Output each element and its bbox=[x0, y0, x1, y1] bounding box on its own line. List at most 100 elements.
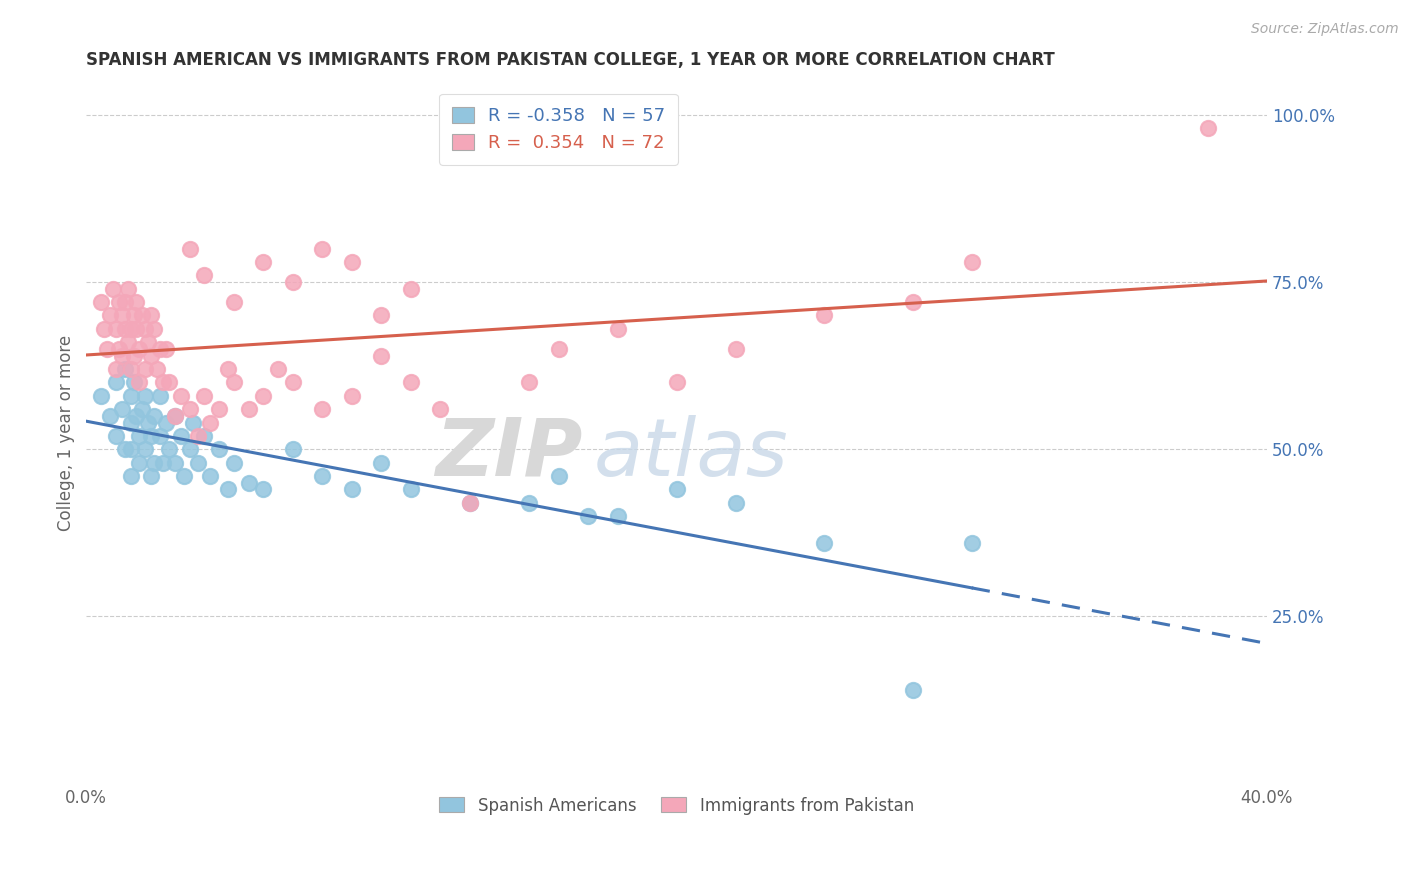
Point bbox=[131, 402, 153, 417]
Point bbox=[98, 309, 121, 323]
Point bbox=[724, 496, 747, 510]
Point bbox=[90, 295, 112, 310]
Point bbox=[90, 389, 112, 403]
Point bbox=[311, 469, 333, 483]
Point bbox=[143, 456, 166, 470]
Point bbox=[187, 429, 209, 443]
Point bbox=[576, 509, 599, 524]
Point bbox=[606, 322, 628, 336]
Legend: Spanish Americans, Immigrants from Pakistan: Spanish Americans, Immigrants from Pakis… bbox=[429, 787, 924, 824]
Point bbox=[111, 349, 134, 363]
Text: Source: ZipAtlas.com: Source: ZipAtlas.com bbox=[1251, 22, 1399, 37]
Point bbox=[125, 295, 148, 310]
Point bbox=[128, 456, 150, 470]
Point bbox=[340, 255, 363, 269]
Point bbox=[122, 349, 145, 363]
Point bbox=[114, 442, 136, 457]
Point bbox=[141, 469, 163, 483]
Point bbox=[960, 536, 983, 550]
Point bbox=[340, 483, 363, 497]
Point bbox=[340, 389, 363, 403]
Point bbox=[122, 376, 145, 390]
Point bbox=[152, 456, 174, 470]
Point bbox=[238, 402, 260, 417]
Point bbox=[146, 362, 169, 376]
Point bbox=[114, 362, 136, 376]
Y-axis label: College, 1 year or more: College, 1 year or more bbox=[58, 334, 75, 531]
Point bbox=[208, 402, 231, 417]
Point bbox=[665, 376, 688, 390]
Point bbox=[136, 335, 159, 350]
Point bbox=[120, 322, 142, 336]
Point bbox=[152, 376, 174, 390]
Point bbox=[163, 456, 186, 470]
Point bbox=[179, 242, 201, 256]
Point bbox=[217, 483, 239, 497]
Point bbox=[141, 349, 163, 363]
Point bbox=[128, 376, 150, 390]
Point bbox=[136, 416, 159, 430]
Point bbox=[120, 469, 142, 483]
Point bbox=[193, 429, 215, 443]
Point bbox=[517, 496, 540, 510]
Point bbox=[252, 255, 274, 269]
Point bbox=[813, 536, 835, 550]
Point bbox=[170, 429, 193, 443]
Point bbox=[120, 416, 142, 430]
Point bbox=[547, 342, 569, 356]
Point bbox=[179, 402, 201, 417]
Point bbox=[170, 389, 193, 403]
Point bbox=[179, 442, 201, 457]
Point bbox=[149, 342, 172, 356]
Point bbox=[606, 509, 628, 524]
Point bbox=[813, 309, 835, 323]
Point bbox=[93, 322, 115, 336]
Point bbox=[98, 409, 121, 423]
Point bbox=[125, 409, 148, 423]
Point bbox=[200, 469, 222, 483]
Point bbox=[547, 469, 569, 483]
Point bbox=[399, 483, 422, 497]
Point bbox=[104, 362, 127, 376]
Point bbox=[117, 335, 139, 350]
Point bbox=[217, 362, 239, 376]
Point bbox=[114, 322, 136, 336]
Point bbox=[111, 309, 134, 323]
Point bbox=[399, 282, 422, 296]
Point bbox=[181, 416, 204, 430]
Point bbox=[155, 342, 177, 356]
Point bbox=[960, 255, 983, 269]
Point bbox=[141, 429, 163, 443]
Point bbox=[370, 309, 392, 323]
Point bbox=[128, 429, 150, 443]
Point bbox=[96, 342, 118, 356]
Point bbox=[101, 282, 124, 296]
Point bbox=[281, 376, 304, 390]
Point bbox=[222, 456, 245, 470]
Point bbox=[399, 376, 422, 390]
Point bbox=[134, 389, 156, 403]
Point bbox=[238, 475, 260, 490]
Text: SPANISH AMERICAN VS IMMIGRANTS FROM PAKISTAN COLLEGE, 1 YEAR OR MORE CORRELATION: SPANISH AMERICAN VS IMMIGRANTS FROM PAKI… bbox=[86, 51, 1054, 69]
Point bbox=[901, 683, 924, 698]
Point bbox=[120, 362, 142, 376]
Point bbox=[134, 442, 156, 457]
Point bbox=[222, 295, 245, 310]
Point bbox=[311, 242, 333, 256]
Point bbox=[281, 275, 304, 289]
Point bbox=[143, 322, 166, 336]
Point bbox=[370, 456, 392, 470]
Point bbox=[187, 456, 209, 470]
Point bbox=[193, 389, 215, 403]
Point bbox=[117, 282, 139, 296]
Point bbox=[370, 349, 392, 363]
Point bbox=[134, 322, 156, 336]
Point bbox=[131, 309, 153, 323]
Point bbox=[107, 295, 129, 310]
Point bbox=[134, 362, 156, 376]
Point bbox=[517, 376, 540, 390]
Point bbox=[281, 442, 304, 457]
Point bbox=[1197, 121, 1219, 136]
Point bbox=[114, 295, 136, 310]
Point bbox=[252, 483, 274, 497]
